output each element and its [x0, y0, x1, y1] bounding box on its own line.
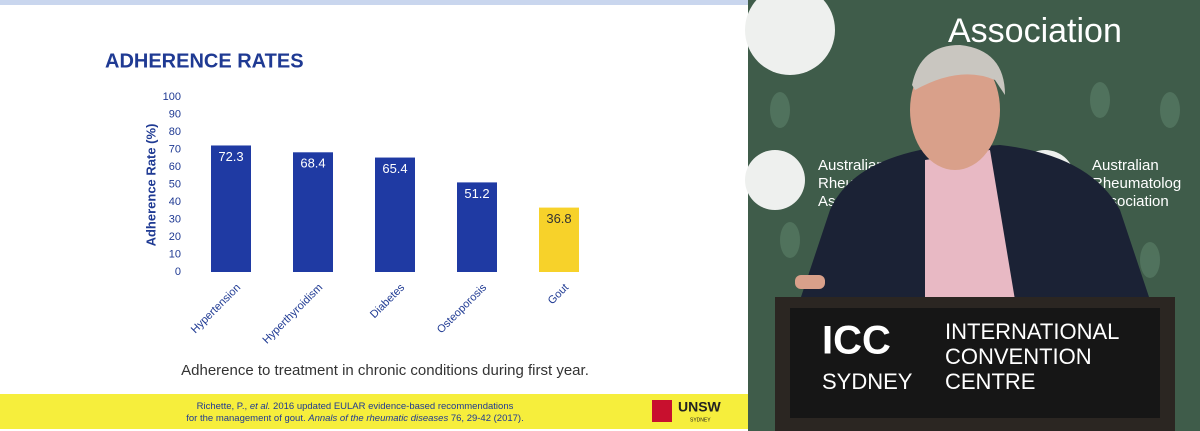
- y-tick-label: 100: [163, 91, 181, 103]
- y-axis-label: Adherence Rate (%): [143, 124, 158, 247]
- citation-part: et al.: [250, 401, 271, 412]
- caption: Adherence to treatment in chronic condit…: [181, 362, 589, 379]
- backdrop-text: Rheumatolog: [1092, 175, 1181, 192]
- y-tick-label: 20: [169, 231, 181, 243]
- backdrop-text: Association: [948, 12, 1122, 50]
- citation-line: for the management of gout. Annals of th…: [186, 413, 523, 424]
- citation-part: for the management of gout.: [186, 413, 308, 424]
- slide: [0, 0, 748, 431]
- y-tick-label: 0: [175, 266, 181, 278]
- speaker-hair: [912, 45, 1005, 95]
- podium-text: INTERNATIONAL: [945, 319, 1119, 344]
- speaker-hand: [795, 275, 825, 289]
- y-tick-label: 80: [169, 126, 181, 138]
- footer-band: [0, 394, 748, 429]
- citation-part: Richette, P.,: [197, 401, 250, 412]
- y-tick-label: 60: [169, 161, 181, 173]
- citation-part: 2016 updated EULAR evidence-based recomm…: [270, 401, 513, 412]
- slide-top-strip: [0, 0, 748, 5]
- bar: [211, 145, 251, 272]
- backdrop-text: Australian: [1092, 157, 1159, 174]
- podium-city: SYDNEY: [822, 369, 913, 394]
- logo-sub: SYDNEY: [690, 417, 711, 423]
- citation-part: 76, 29-42 (2017).: [448, 413, 524, 424]
- data-label: 68.4: [300, 156, 325, 171]
- podium-text: CENTRE: [945, 369, 1035, 394]
- y-tick-label: 50: [169, 178, 181, 190]
- citation-line: Richette, P., et al. 2016 updated EULAR …: [197, 401, 514, 412]
- y-tick-label: 30: [169, 213, 181, 225]
- y-tick-label: 40: [169, 196, 181, 208]
- logo-circle: [745, 150, 805, 210]
- logo-circle: [745, 0, 835, 75]
- podium-panel: [790, 308, 1160, 418]
- logo-name: UNSW: [678, 399, 722, 415]
- data-label: 65.4: [382, 161, 407, 176]
- data-label: 36.8: [546, 211, 571, 226]
- bar: [293, 152, 333, 272]
- y-tick-label: 70: [169, 143, 181, 155]
- speaker-shirt: [925, 150, 1015, 300]
- citation-part: Annals of the rheumatic diseases: [307, 413, 448, 424]
- data-label: 72.3: [218, 149, 243, 164]
- podium-logo: ICC: [822, 319, 891, 363]
- y-tick-label: 10: [169, 248, 181, 260]
- podium-text: CONVENTION: [945, 344, 1092, 369]
- chart-title: ADHERENCE RATES: [105, 50, 304, 72]
- bar: [375, 157, 415, 272]
- data-label: 51.2: [464, 186, 489, 201]
- bar: [457, 182, 497, 272]
- crest: [652, 400, 672, 422]
- bar: [539, 207, 579, 272]
- y-tick-label: 90: [169, 108, 181, 120]
